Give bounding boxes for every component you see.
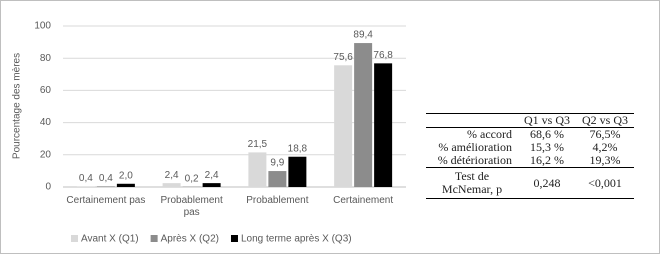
y-tick-label: 80 [40, 53, 52, 64]
legend-label: Long terme après X (Q3) [241, 234, 352, 245]
table-row: Test de McNemar, p 0,248 <0,001 [426, 167, 635, 199]
data-label: 2,4 [165, 170, 179, 181]
y-tick-label: 60 [40, 85, 52, 96]
cell: 19,3% [589, 153, 621, 167]
data-label: 0,4 [79, 173, 93, 184]
data-label: 2,0 [119, 170, 133, 181]
y-tick-label: 20 [40, 149, 52, 160]
data-label: 75,6 [333, 52, 353, 63]
y-tick-label: 0 [45, 182, 51, 193]
bar [288, 156, 307, 187]
data-label: 21,5 [248, 139, 268, 150]
bar [374, 63, 393, 187]
bar [162, 183, 181, 187]
legend-label: Après X (Q2) [161, 234, 219, 245]
data-label: 0,2 [185, 173, 199, 184]
stats-table: Q1 vs Q3 Q2 vs Q3 % accord 68,6 % 76,5%% am… [426, 113, 635, 199]
bar [268, 171, 287, 187]
y-tick-label: 40 [40, 117, 52, 128]
column-header: Q1 vs Q3 [518, 113, 577, 128]
legend-swatch [230, 235, 238, 242]
data-label: 0,4 [99, 173, 113, 184]
cell: 15,3 % [530, 140, 564, 154]
cell: 76,5% [589, 127, 621, 141]
cell: <0,001 [576, 167, 635, 199]
data-label: 89,4 [353, 30, 373, 41]
bar [76, 186, 95, 187]
column-header: Q2 vs Q3 [576, 113, 635, 128]
y-tick-label: 100 [34, 21, 51, 32]
x-tick-label: Certainement pas [66, 195, 146, 206]
legend-swatch [150, 235, 158, 242]
y-axis-label: Pourcentage des mères [12, 53, 23, 159]
bar [116, 183, 135, 187]
data-label: 76,8 [373, 50, 393, 61]
row-label: % amélioration [438, 140, 512, 154]
cell: 16,2 % [530, 153, 564, 167]
table-row: % accord 68,6 % 76,5% [426, 128, 634, 142]
legend-label: Avant X (Q1) [81, 234, 139, 245]
bar [248, 152, 267, 187]
chart: Pourcentage des mères 0 20 40 60 80 100 0,4 0,4… [12, 21, 406, 245]
cell: 68,6 % [530, 127, 564, 141]
corner [426, 113, 518, 128]
x-tick-label: Probablement pas [160, 195, 223, 218]
data-label: 18,8 [288, 143, 308, 154]
bar [96, 186, 115, 187]
x-tick-label: Probablement [246, 195, 309, 206]
legend-swatch [71, 235, 78, 242]
data-label: 9,9 [270, 158, 284, 169]
row-label: % accord [467, 127, 512, 141]
row-label: Test de McNemar, p [426, 167, 518, 199]
bar [202, 183, 221, 187]
bar [354, 43, 373, 187]
bar [334, 65, 353, 187]
table-row: % amélioration 15,3 % 4,2% [426, 141, 634, 154]
x-tick-label: Certainement [333, 195, 394, 206]
row-label: % détérioration [437, 153, 512, 167]
table-row: % détérioration 16,2 % 19,3% [426, 154, 634, 168]
data-label: 2,4 [205, 170, 219, 181]
cell: 0,248 [518, 167, 577, 199]
cell: 4,2% [592, 140, 618, 154]
